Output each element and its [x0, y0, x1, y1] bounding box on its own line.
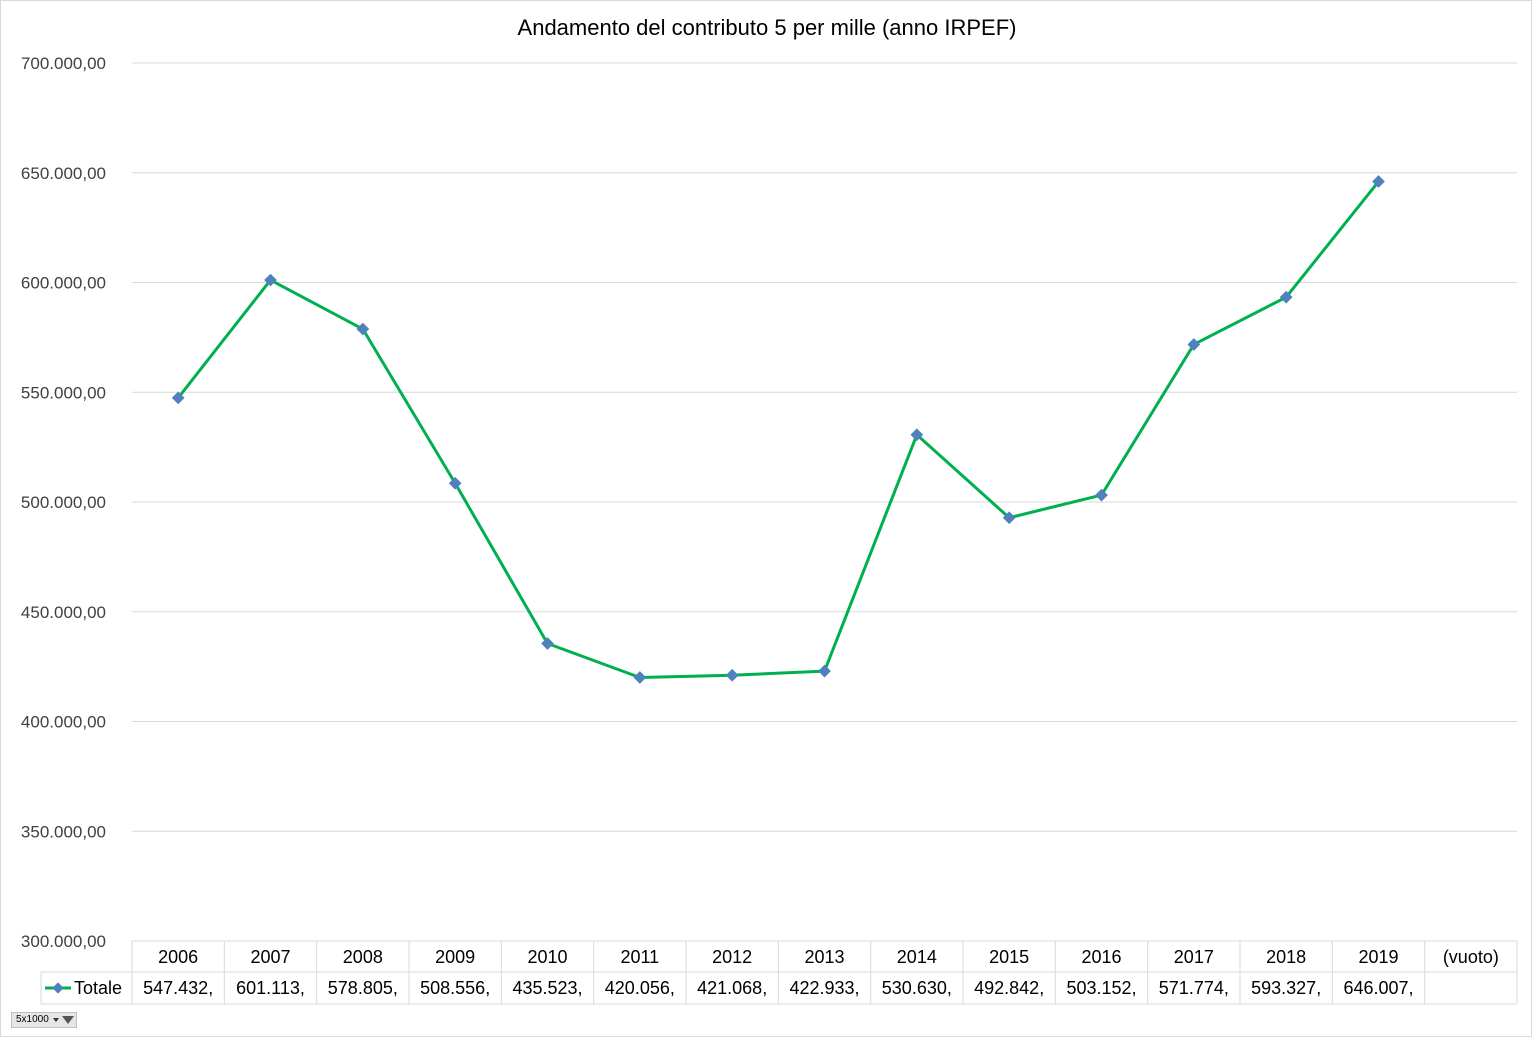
category-label: 2014 [897, 947, 937, 967]
table-value-label: 422.933, [789, 978, 859, 998]
filter-icon[interactable] [61, 1016, 74, 1024]
data-point [818, 664, 831, 678]
y-tick-label: 400.000,00 [21, 713, 106, 732]
data-point [1002, 511, 1016, 525]
data-table: 2006 2007 2008 2009 2010 2011 2012 2013 2014 2015… [40, 940, 1518, 1005]
y-tick-label: 500.000,00 [21, 493, 106, 512]
data-point [633, 671, 647, 684]
chart-title: Andamento del contributo 5 per mille (an… [518, 15, 1017, 40]
data-point [910, 428, 924, 442]
table-value-label: 492.842, [974, 978, 1044, 998]
data-point [356, 322, 370, 336]
table-value-label: 503.152, [1066, 978, 1136, 998]
category-label: 2008 [343, 947, 383, 967]
gridlines [132, 62, 1517, 832]
legend-series-name: Totale [74, 978, 122, 998]
table-value-label: 593.327, [1251, 978, 1321, 998]
legend-marker-key [52, 982, 64, 994]
field-filter-button[interactable]: 5x1000 [11, 1012, 77, 1028]
table-value-label: 435.523, [512, 978, 582, 998]
y-tick-label: 450.000,00 [21, 603, 106, 622]
category-label: 2019 [1358, 947, 1398, 967]
table-value-label: 530.630, [882, 978, 952, 998]
data-point [171, 391, 185, 405]
data-point [1095, 488, 1108, 502]
category-label: 2011 [620, 947, 659, 967]
category-label: 2009 [435, 947, 475, 967]
data-point [1187, 338, 1201, 351]
category-label: 2006 [158, 947, 198, 967]
data-point [448, 476, 462, 490]
category-label: 2018 [1266, 947, 1306, 967]
y-tick-label: 300.000,00 [21, 932, 106, 951]
table-value-label: 420.056, [605, 978, 675, 998]
table-value-label: 571.774, [1159, 978, 1229, 998]
category-label: (vuoto) [1443, 947, 1499, 967]
data-point [541, 637, 554, 650]
y-tick-label: 550.000,00 [21, 383, 106, 402]
y-tick-label: 700.000,00 [21, 54, 106, 73]
series-line-totale [176, 180, 1380, 679]
table-value-label: 578.805, [328, 978, 398, 998]
y-tick-label: 350.000,00 [21, 822, 106, 841]
data-point [1279, 290, 1293, 304]
category-label: 2007 [250, 947, 290, 967]
data-point [264, 273, 277, 287]
chevron-down-icon[interactable] [52, 1018, 59, 1022]
y-axis-tick-labels: 300.000,00 350.000,00 400.000,00 450.000,00… [21, 54, 106, 951]
field-filter-label: 5x1000 [16, 1014, 49, 1025]
category-label: 2017 [1174, 947, 1214, 967]
category-label: 2016 [1081, 947, 1121, 967]
table-value-label: 646.007, [1343, 978, 1413, 998]
category-label: 2013 [804, 947, 844, 967]
data-point [725, 668, 739, 682]
y-tick-label: 600.000,00 [21, 274, 106, 293]
table-value-label: 421.068, [697, 978, 767, 998]
data-point [1372, 175, 1385, 188]
category-label: 2010 [527, 947, 567, 967]
table-value-label: 601.113, [236, 978, 305, 998]
category-label: 2012 [712, 947, 752, 967]
series-layer [171, 175, 1385, 684]
table-value-label: 508.556, [420, 978, 490, 998]
category-label: 2015 [989, 947, 1029, 967]
y-tick-label: 650.000,00 [21, 164, 106, 183]
table-value-label: 547.432, [143, 978, 213, 998]
